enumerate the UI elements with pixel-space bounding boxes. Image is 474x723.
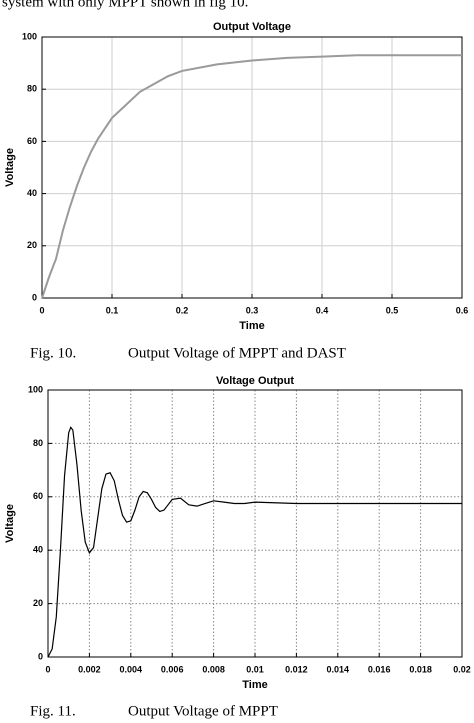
x-axis-label: Time [242, 679, 267, 691]
figure-label: Fig. 10. [30, 345, 76, 361]
x-tick-label: 0.3 [246, 305, 259, 315]
x-tick-label: 0.002 [78, 664, 101, 674]
y-tick-label: 100 [22, 31, 37, 41]
y-tick-label: 0 [32, 292, 37, 302]
x-tick-label: 0.016 [368, 664, 391, 674]
plot-frame [41, 36, 463, 299]
data-line [41, 54, 462, 299]
x-tick-label: 0.02 [453, 664, 471, 674]
y-tick-label: 80 [27, 84, 37, 94]
plot-frame [47, 389, 463, 658]
y-tick-label: 100 [28, 384, 43, 394]
y-tick-label: 40 [33, 545, 43, 555]
data-line [47, 426, 462, 658]
x-tick-label: 0.1 [106, 305, 119, 315]
x-tick-label: 0.006 [161, 664, 184, 674]
figure-caption: Output Voltage of MPPT [128, 703, 278, 719]
x-tick-label: 0.012 [285, 664, 308, 674]
y-axis-label: Voltage [4, 148, 16, 187]
figure-caption: Output Voltage of MPPT and DAST [128, 345, 346, 361]
x-tick-label: 0.014 [327, 664, 350, 674]
x-tick-label: 0.004 [120, 664, 143, 674]
y-tick-label: 20 [27, 240, 37, 250]
chart-title: Output Voltage [213, 21, 291, 33]
y-tick-label: 20 [33, 598, 43, 608]
y-tick-label: 80 [33, 438, 43, 448]
x-tick-label: 0 [45, 664, 50, 674]
y-tick-label: 60 [27, 136, 37, 146]
y-tick-label: 40 [27, 188, 37, 198]
chart-title: Voltage Output [216, 375, 294, 387]
x-axis-label: Time [239, 320, 264, 332]
x-tick-label: 0 [39, 305, 44, 315]
y-tick-label: 0 [38, 651, 43, 661]
x-tick-label: 0.6 [456, 305, 469, 315]
intro-text: system with only MPPT shown in fig 10. [2, 0, 248, 10]
x-tick-label: 0.4 [316, 305, 329, 315]
x-tick-label: 0.018 [409, 664, 432, 674]
y-tick-label: 60 [33, 491, 43, 501]
x-tick-label: 0.008 [202, 664, 225, 674]
x-tick-label: 0.2 [176, 305, 189, 315]
figure-label: Fig. 11. [30, 703, 76, 719]
y-axis-label: Voltage [4, 504, 16, 543]
x-tick-label: 0.01 [246, 664, 264, 674]
x-tick-label: 0.5 [386, 305, 399, 315]
